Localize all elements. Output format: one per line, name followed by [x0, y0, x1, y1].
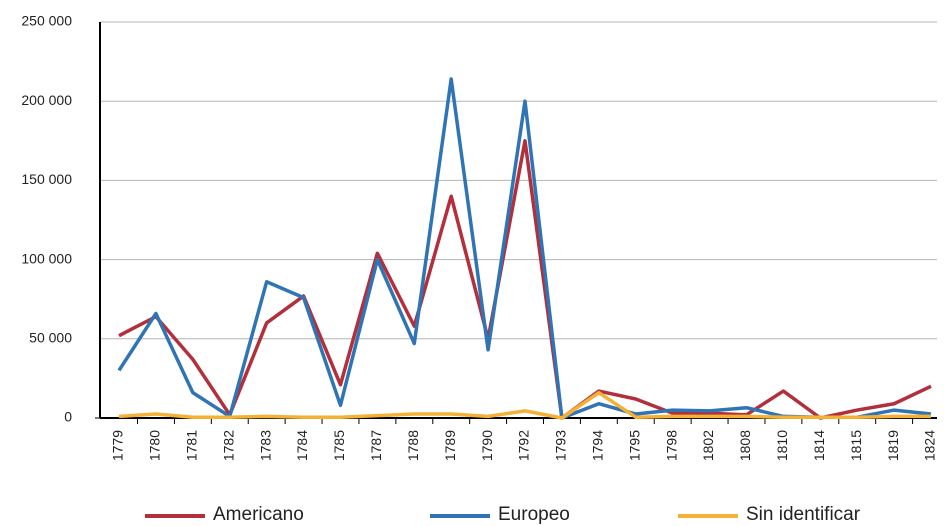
- x-tick-label: 1780: [147, 430, 163, 461]
- x-tick-label: 1798: [663, 430, 679, 461]
- series-line: [118, 139, 932, 420]
- x-tick-label: 1794: [590, 430, 606, 461]
- x-tick-label: 1795: [626, 430, 642, 461]
- x-tick-label: 1802: [700, 430, 716, 461]
- x-tick-label: 1789: [442, 430, 458, 461]
- x-tick-label: 1790: [479, 430, 495, 461]
- y-tick-label: 0: [64, 409, 72, 425]
- y-tick-label: 150 000: [21, 171, 72, 187]
- x-tick-label: 1814: [811, 430, 827, 461]
- x-tick-label: 1792: [516, 430, 532, 461]
- x-tick-label: 1781: [184, 430, 200, 461]
- x-tick-label: 1783: [257, 430, 273, 461]
- x-tick-label: 1787: [368, 430, 384, 461]
- x-tick-label: 1793: [553, 430, 569, 461]
- x-tick-label: 1785: [331, 430, 347, 461]
- x-tick-label: 1788: [405, 430, 421, 461]
- legend-label: Americano: [213, 504, 304, 525]
- legend-label: Europeo: [498, 504, 570, 525]
- x-tick-label: 1782: [220, 430, 236, 461]
- y-tick-label: 100 000: [21, 250, 72, 266]
- x-tick-label: 1810: [774, 430, 790, 461]
- x-tick-label: 1819: [885, 430, 901, 461]
- x-tick-label: 1808: [737, 430, 753, 461]
- x-tick-label: 1779: [110, 430, 126, 461]
- x-tick-label: 1784: [294, 430, 310, 461]
- series-line: [117, 77, 932, 420]
- y-tick-label: 250 000: [21, 13, 72, 29]
- legend-label: Sin identificar: [746, 504, 861, 525]
- x-tick-label: 1824: [922, 430, 938, 461]
- y-tick-label: 200 000: [21, 92, 72, 108]
- y-tick-label: 50 000: [29, 330, 72, 346]
- x-tick-label: 1815: [848, 430, 864, 461]
- series-line: [118, 390, 931, 420]
